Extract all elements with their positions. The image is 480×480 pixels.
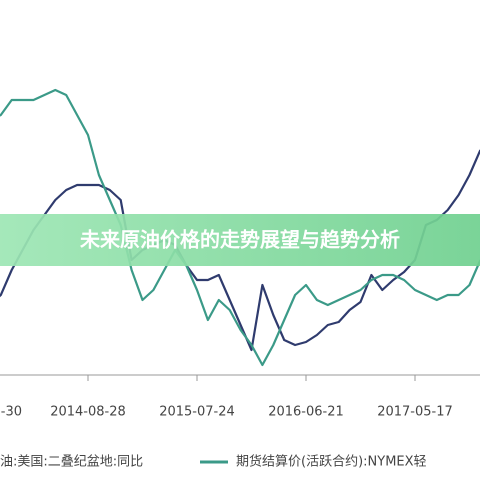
chart-title: 未来原油价格的走势展望与趋势分析 — [80, 228, 400, 252]
x-tick-label: -30 — [1, 405, 22, 420]
legend-label: 期货结算价(活跃合约):NYMEX轻 — [236, 454, 427, 470]
x-tick-label: 2016-06-21 — [268, 405, 344, 420]
plot — [0, 88, 480, 367]
x-tick-label: 2017-05-17 — [377, 405, 453, 420]
x-tick-label: 2014-08-28 — [50, 405, 126, 420]
legend-label: 油:美国:二叠纪盆地:同比 — [0, 455, 143, 470]
title-banner — [0, 214, 480, 266]
series-line — [0, 88, 480, 367]
x-tick-label: 2015-07-24 — [159, 405, 235, 420]
